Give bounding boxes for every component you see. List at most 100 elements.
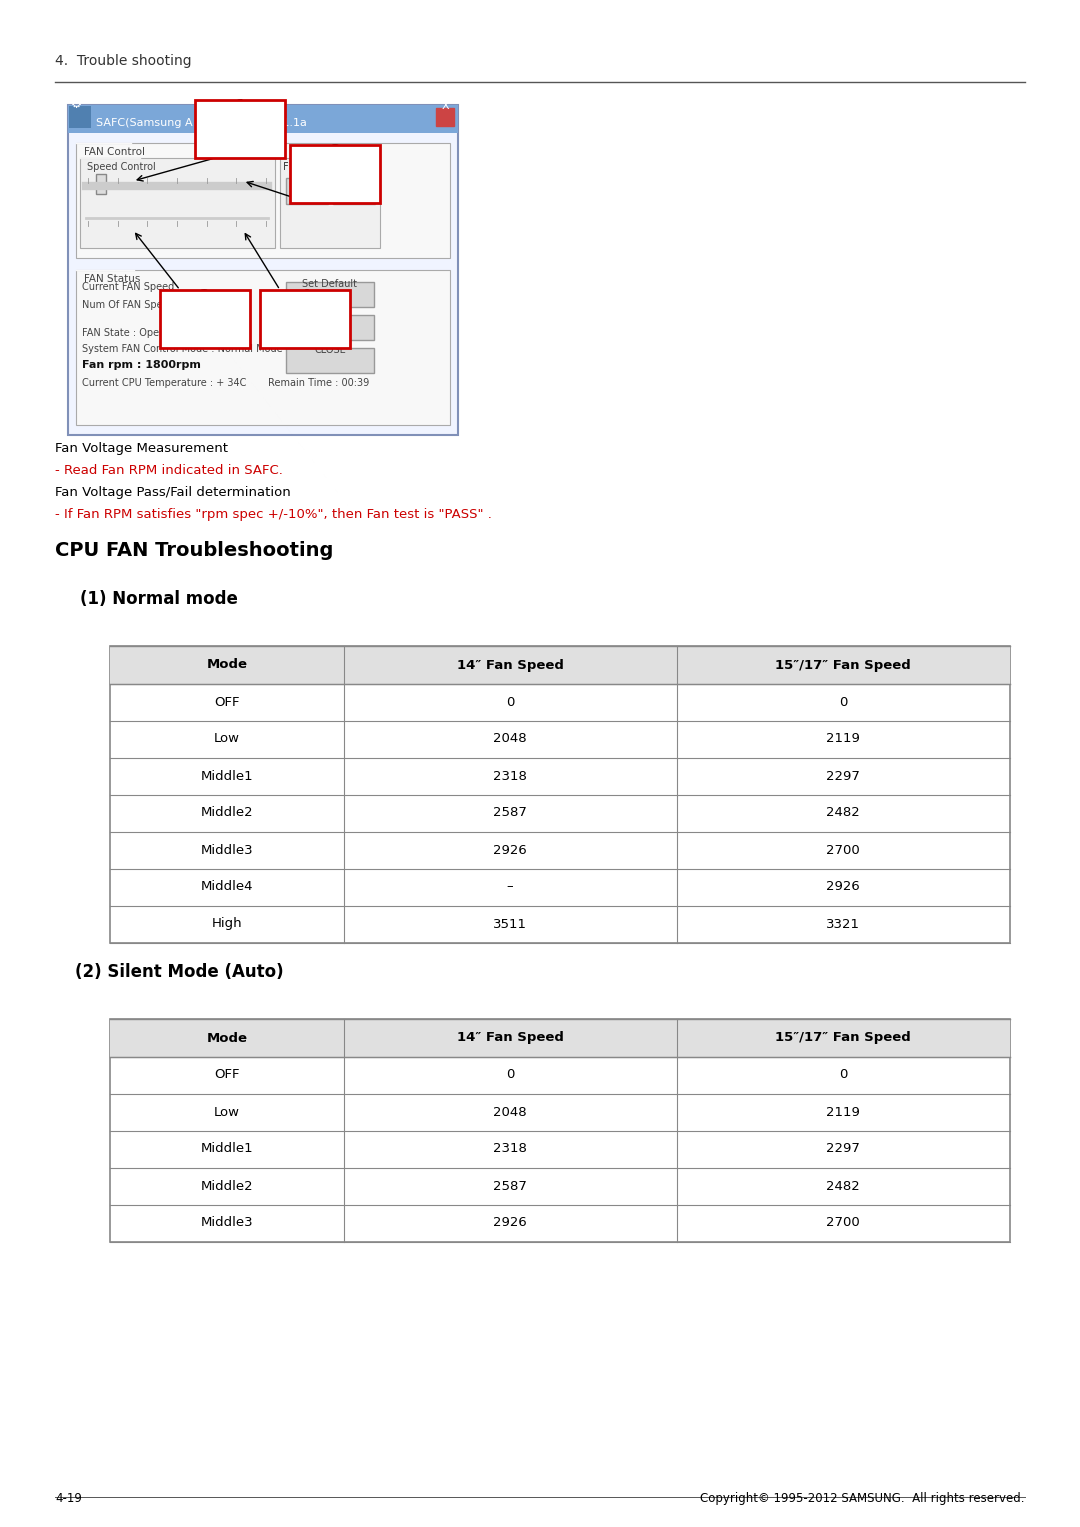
Bar bbox=[286, 348, 374, 373]
Bar bbox=[286, 179, 328, 205]
Text: Middle1: Middle1 bbox=[201, 1142, 254, 1156]
Bar bbox=[280, 157, 380, 247]
Text: Low: Low bbox=[214, 733, 240, 745]
Text: 14″ Fan Speed: 14″ Fan Speed bbox=[457, 658, 564, 672]
Text: F Control: F Control bbox=[283, 162, 327, 173]
Text: 2587: 2587 bbox=[494, 1179, 527, 1193]
Text: 3511: 3511 bbox=[492, 918, 527, 930]
Bar bbox=[436, 108, 454, 127]
Text: Middle2: Middle2 bbox=[201, 1179, 254, 1193]
Text: Fan Voltage Measurement: Fan Voltage Measurement bbox=[55, 441, 228, 455]
Text: CLOSE: CLOSE bbox=[314, 345, 346, 354]
Text: 1: 1 bbox=[235, 98, 245, 111]
Text: 14″ Fan Speed: 14″ Fan Speed bbox=[457, 1032, 564, 1044]
Bar bbox=[96, 174, 106, 194]
Bar bbox=[69, 105, 91, 128]
Text: 2700: 2700 bbox=[826, 843, 860, 857]
Text: 2318: 2318 bbox=[494, 770, 527, 782]
Text: rd: rd bbox=[340, 147, 352, 157]
Text: 2926: 2926 bbox=[826, 881, 860, 893]
Text: 2587: 2587 bbox=[494, 806, 527, 820]
Text: Middle1: Middle1 bbox=[201, 770, 254, 782]
Bar bbox=[286, 282, 374, 307]
Text: stage: stage bbox=[181, 302, 229, 318]
Text: th: th bbox=[310, 292, 322, 302]
Text: Copyright© 1995-2012 SAMSUNG.  All rights reserved.: Copyright© 1995-2012 SAMSUNG. All rights… bbox=[701, 1492, 1025, 1506]
Text: OFF: OFF bbox=[345, 173, 364, 183]
Bar bbox=[333, 179, 375, 205]
Text: Middle2: Middle2 bbox=[201, 806, 254, 820]
Text: Middle4: Middle4 bbox=[201, 881, 253, 893]
Text: 2926: 2926 bbox=[494, 1217, 527, 1229]
Text: 2297: 2297 bbox=[826, 770, 860, 782]
Text: Set Default: Set Default bbox=[302, 279, 357, 289]
Bar bbox=[160, 290, 249, 348]
Text: 2119: 2119 bbox=[826, 1106, 860, 1118]
Text: 0: 0 bbox=[505, 1069, 514, 1081]
Text: SAFC(Samsung A          Control) v1.1a: SAFC(Samsung A Control) v1.1a bbox=[96, 118, 307, 128]
Text: ⚙: ⚙ bbox=[71, 98, 82, 111]
Text: 4: 4 bbox=[300, 289, 310, 302]
Text: 2482: 2482 bbox=[826, 1179, 860, 1193]
Bar bbox=[195, 99, 285, 157]
Text: Middle3: Middle3 bbox=[201, 843, 254, 857]
Text: - If Fan RPM satisfies "rpm spec +/-10%", then Fan test is "PASS" .: - If Fan RPM satisfies "rpm spec +/-10%"… bbox=[55, 508, 491, 521]
Text: Fan rpm : 1800rpm: Fan rpm : 1800rpm bbox=[82, 360, 201, 370]
Text: FAN Control: FAN Control bbox=[84, 147, 145, 157]
Bar bbox=[110, 646, 1010, 684]
Text: –: – bbox=[507, 881, 513, 893]
Text: Current FAN Speed: Current FAN Speed bbox=[82, 282, 174, 292]
Text: 3: 3 bbox=[330, 144, 340, 157]
Text: stage: stage bbox=[311, 157, 359, 173]
Text: FAN Status: FAN Status bbox=[84, 273, 140, 284]
Bar bbox=[68, 105, 458, 435]
Text: - Read Fan RPM indicated in SAFC.: - Read Fan RPM indicated in SAFC. bbox=[55, 464, 283, 476]
Text: System FAN Control Mode : Normal Mode: System FAN Control Mode : Normal Mode bbox=[82, 344, 283, 354]
Text: stage: stage bbox=[216, 113, 264, 128]
Text: 2048: 2048 bbox=[494, 733, 527, 745]
Text: Current CPU Temperature : + 34C: Current CPU Temperature : + 34C bbox=[82, 379, 246, 388]
Text: FAN State : Operating: FAN State : Operating bbox=[82, 328, 188, 337]
Text: Fan Voltage Pass/Fail determination: Fan Voltage Pass/Fail determination bbox=[55, 486, 291, 499]
Text: 15″/17″ Fan Speed: 15″/17″ Fan Speed bbox=[775, 1032, 910, 1044]
Text: 4-19: 4-19 bbox=[55, 1492, 82, 1506]
Bar bbox=[68, 105, 458, 133]
Text: OFF: OFF bbox=[214, 1069, 240, 1081]
Text: Mode: Mode bbox=[206, 658, 247, 672]
Bar bbox=[291, 145, 380, 203]
Text: Mode: Mode bbox=[206, 1032, 247, 1044]
Text: 2700: 2700 bbox=[826, 1217, 860, 1229]
Text: 2048: 2048 bbox=[494, 1106, 527, 1118]
Text: Middle3: Middle3 bbox=[201, 1217, 254, 1229]
Text: Speed Control: Speed Control bbox=[87, 162, 156, 173]
Text: nd: nd bbox=[210, 292, 224, 302]
Bar bbox=[260, 290, 350, 348]
Text: 2926: 2926 bbox=[494, 843, 527, 857]
Text: F Control: F Control bbox=[283, 162, 327, 173]
Text: Low: Low bbox=[214, 1106, 240, 1118]
Text: 0: 0 bbox=[839, 1069, 847, 1081]
Text: Retrieve: Retrieve bbox=[310, 312, 350, 322]
Bar bbox=[80, 157, 275, 247]
Text: 2297: 2297 bbox=[826, 1142, 860, 1156]
Text: ON: ON bbox=[299, 173, 315, 183]
Text: OFF: OFF bbox=[214, 695, 240, 709]
Text: 2119: 2119 bbox=[826, 733, 860, 745]
Text: CPU FAN Troubleshooting: CPU FAN Troubleshooting bbox=[55, 541, 334, 560]
Bar bbox=[110, 1019, 1010, 1241]
Text: (2) Silent Mode (Auto): (2) Silent Mode (Auto) bbox=[75, 964, 284, 980]
Text: 4.  Trouble shooting: 4. Trouble shooting bbox=[55, 53, 191, 69]
Text: High: High bbox=[212, 918, 242, 930]
Text: st: st bbox=[245, 102, 255, 111]
Text: 15″/17″ Fan Speed: 15″/17″ Fan Speed bbox=[775, 658, 910, 672]
Bar bbox=[110, 646, 1010, 944]
Text: Remain Time : 00:39: Remain Time : 00:39 bbox=[268, 379, 369, 388]
Text: 2482: 2482 bbox=[826, 806, 860, 820]
Bar bbox=[76, 270, 450, 425]
Text: 2: 2 bbox=[200, 289, 210, 302]
Bar bbox=[286, 315, 374, 341]
Bar bbox=[76, 144, 450, 258]
Text: 0: 0 bbox=[505, 695, 514, 709]
Text: 3321: 3321 bbox=[826, 918, 860, 930]
Text: X: X bbox=[442, 101, 449, 111]
